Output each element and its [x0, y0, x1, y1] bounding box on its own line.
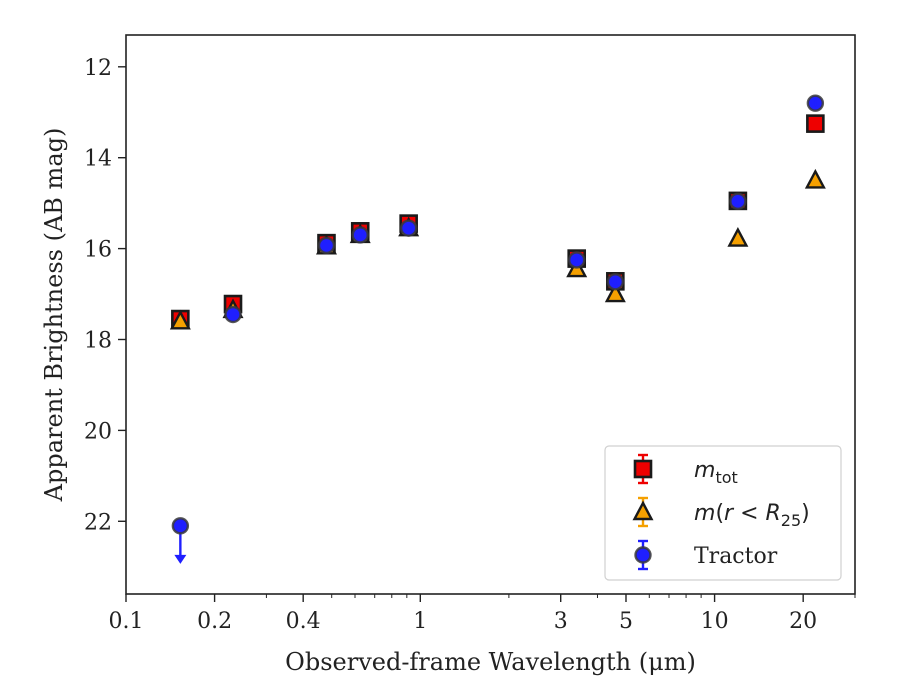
legend-marker-circle — [634, 546, 652, 564]
series-circle — [171, 94, 825, 564]
legend-label: Tractor — [694, 544, 778, 569]
legend-label: mtot — [694, 458, 738, 487]
data-point — [729, 192, 747, 211]
data-point — [351, 226, 369, 244]
x-tick-label: 1 — [413, 609, 427, 634]
legend-entry: Tractor — [634, 539, 778, 571]
y-tick-label: 12 — [84, 56, 112, 81]
data-point — [224, 305, 242, 324]
x-tick-label: 20 — [789, 609, 817, 634]
legend-entry: mtot — [633, 453, 738, 487]
y-axis-label: Apparent Brightness (AB mag) — [40, 128, 68, 503]
data-point — [606, 273, 625, 291]
x-tick-label: 0.1 — [109, 609, 144, 634]
legend-marker-square — [633, 459, 653, 479]
axes: 0.1 0.2 0.4 1 3 5 10 20 12 14 16 18 20 22 — [84, 56, 856, 634]
data-marks — [169, 94, 826, 564]
series-triangle — [169, 168, 826, 330]
legend-label: m(r < R25) — [694, 501, 810, 530]
plot-area — [125, 34, 856, 595]
legend: mtot m(r < R25) Tractor — [604, 445, 842, 581]
data-point — [806, 114, 825, 133]
x-axis-label: Observed-frame Wavelength (μm) — [285, 648, 696, 676]
x-tick-label: 0.2 — [197, 609, 232, 634]
x-tick-label: 10 — [701, 609, 729, 634]
data-point — [169, 309, 191, 330]
plot-frame — [125, 34, 856, 595]
y-tick-label: 22 — [84, 510, 112, 535]
data-point — [727, 227, 749, 247]
series-square — [171, 114, 825, 329]
upper-limit-arrow-head — [174, 554, 187, 564]
data-point — [604, 282, 626, 303]
x-tick-label: 0.4 — [286, 609, 321, 634]
y-tick-label: 16 — [84, 238, 112, 263]
y-tick-label: 14 — [84, 147, 112, 172]
x-tick-label: 3 — [554, 609, 568, 634]
legend-marker-triangle — [632, 500, 654, 521]
data-point — [317, 236, 336, 255]
data-point — [399, 219, 418, 237]
data-point — [804, 168, 826, 189]
y-tick-label: 20 — [84, 419, 112, 444]
legend-box — [604, 445, 842, 581]
data-point — [806, 94, 825, 112]
y-tick-label: 18 — [84, 328, 112, 353]
x-tick-label: 5 — [619, 609, 633, 634]
data-point — [171, 517, 190, 564]
data-point — [568, 251, 586, 269]
legend-entry: m(r < R25) — [632, 496, 810, 530]
